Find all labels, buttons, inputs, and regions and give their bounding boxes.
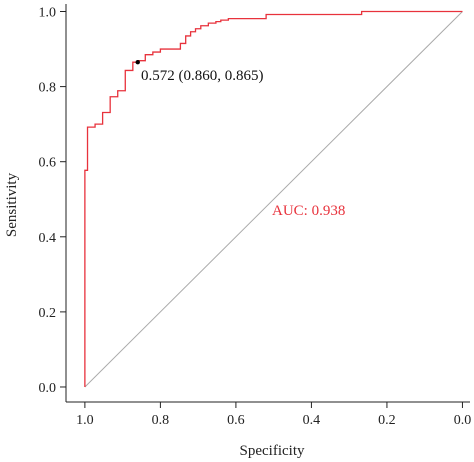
reference-diagonal-line bbox=[84, 11, 463, 388]
y-tick-label: 0.4 bbox=[39, 231, 57, 246]
y-tick-label: 0.2 bbox=[39, 306, 57, 321]
x-tick-label: 0.0 bbox=[454, 413, 472, 428]
x-tick-label: 1.0 bbox=[76, 413, 94, 428]
y-tick-label: 0.6 bbox=[39, 156, 57, 171]
plot-area bbox=[84, 10, 463, 388]
x-tick-label: 0.6 bbox=[227, 413, 245, 428]
y-tick-label: 0.0 bbox=[39, 381, 57, 396]
roc-curve-line bbox=[84, 10, 463, 387]
x-tick-label: 0.4 bbox=[303, 413, 321, 428]
x-tick-label: 0.2 bbox=[378, 413, 396, 428]
axes: 1.0 0.8 0.6 0.4 0.2 0.0 0.0 0.2 0.4 0.6 0.8 1.0 bbox=[39, 4, 472, 428]
x-tick-label: 0.8 bbox=[152, 413, 170, 428]
optimal-threshold-point bbox=[135, 59, 140, 65]
y-tick-label: 0.8 bbox=[39, 81, 57, 96]
y-tick-label: 1.0 bbox=[39, 6, 57, 21]
y-axis-title: Sensitivity bbox=[4, 172, 20, 237]
auc-label: AUC: 0.938 bbox=[272, 203, 345, 219]
optimal-threshold-label: 0.572 (0.860, 0.865) bbox=[141, 68, 264, 84]
x-axis-title: Specificity bbox=[240, 443, 305, 459]
